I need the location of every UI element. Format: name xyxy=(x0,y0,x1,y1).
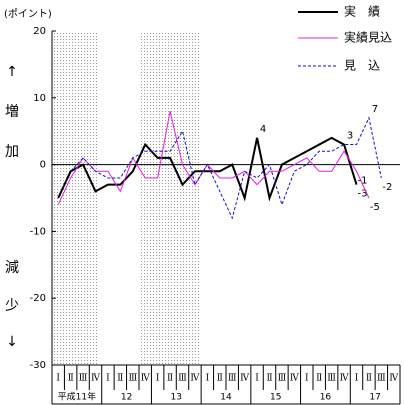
side-label: 少 xyxy=(5,298,19,314)
x-tick-label: Ⅰ xyxy=(106,374,110,384)
x-tick-label: Ⅱ xyxy=(316,374,322,384)
data-label: 4 xyxy=(260,124,266,135)
legend-label: 見 込 xyxy=(344,59,380,73)
side-label: 加 xyxy=(5,144,19,160)
x-tick-label: Ⅳ xyxy=(340,374,350,384)
year-label: 16 xyxy=(320,393,332,403)
x-tick-label: Ⅱ xyxy=(366,374,372,384)
x-tick-label: Ⅱ xyxy=(217,374,223,384)
y-tick-label: 20 xyxy=(33,26,46,37)
data-label: -2 xyxy=(382,182,392,193)
x-tick-label: Ⅰ xyxy=(206,374,210,384)
side-label: ↑ xyxy=(6,64,18,80)
x-tick-label: Ⅰ xyxy=(56,374,60,384)
year-label: 12 xyxy=(121,393,132,403)
y-tick-label: -30 xyxy=(30,360,46,371)
x-tick-label: Ⅳ xyxy=(240,374,250,384)
x-tick-label: Ⅱ xyxy=(68,374,74,384)
x-tick-label: Ⅲ xyxy=(228,374,237,384)
shaded-period xyxy=(52,31,98,365)
legend-label: 実 績 xyxy=(344,4,380,19)
year-label: 17 xyxy=(369,393,380,403)
series-line xyxy=(57,111,370,205)
x-tick-label: Ⅲ xyxy=(178,374,187,384)
unit-label: (ポイント) xyxy=(4,8,52,20)
shaded-period xyxy=(139,31,201,365)
x-tick-label: Ⅲ xyxy=(327,374,336,384)
y-tick-label: 10 xyxy=(33,93,46,104)
year-label: 15 xyxy=(270,393,281,403)
data-label: -5 xyxy=(370,202,380,213)
x-tick-label: Ⅱ xyxy=(117,374,123,384)
y-tick-label: 0 xyxy=(40,160,46,171)
y-tick-label: -10 xyxy=(30,226,46,237)
data-label: 7 xyxy=(372,104,378,115)
side-label: 減 xyxy=(5,259,19,276)
year-label: 13 xyxy=(171,393,182,403)
x-tick-label: Ⅲ xyxy=(278,374,287,384)
x-tick-label: Ⅳ xyxy=(91,374,101,384)
data-label: -3 xyxy=(358,189,368,200)
year-label: 平成11年 xyxy=(58,391,96,403)
year-label: 14 xyxy=(220,393,232,403)
x-tick-label: Ⅱ xyxy=(167,374,173,384)
x-tick-label: Ⅱ xyxy=(266,374,272,384)
side-label: 増 xyxy=(5,104,19,120)
data-label: -1 xyxy=(358,175,368,186)
x-tick-label: Ⅲ xyxy=(128,374,137,384)
x-tick-label: Ⅳ xyxy=(290,374,300,384)
series-line xyxy=(57,136,358,202)
x-tick-label: Ⅰ xyxy=(156,374,160,384)
series-line xyxy=(70,116,382,220)
x-tick-label: Ⅲ xyxy=(79,374,88,384)
x-tick-label: Ⅲ xyxy=(377,374,386,384)
x-tick-label: Ⅳ xyxy=(141,374,151,384)
x-tick-label: Ⅰ xyxy=(305,374,309,384)
x-tick-label: Ⅳ xyxy=(190,374,200,384)
legend-label: 実績見込 xyxy=(344,30,392,45)
x-tick-label: Ⅰ xyxy=(255,374,259,384)
side-label: ↓ xyxy=(6,334,18,350)
x-tick-label: Ⅳ xyxy=(389,374,399,384)
data-label: 3 xyxy=(347,131,353,142)
x-tick-label: Ⅰ xyxy=(355,374,359,384)
y-tick-label: -20 xyxy=(30,293,46,304)
